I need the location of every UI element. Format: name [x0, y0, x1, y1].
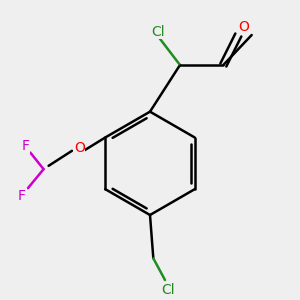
Text: F: F — [21, 139, 29, 153]
Text: Cl: Cl — [152, 25, 165, 39]
Text: Cl: Cl — [161, 283, 175, 297]
Text: F: F — [18, 189, 26, 203]
Text: O: O — [74, 140, 85, 154]
Text: O: O — [238, 20, 249, 34]
